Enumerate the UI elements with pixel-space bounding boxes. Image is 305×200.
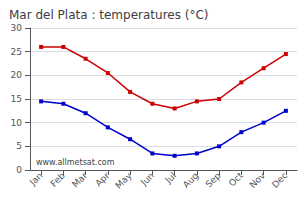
svg-text:Sep: Sep (204, 170, 223, 189)
svg-text:Mar del Plata : temperatures (: Mar del Plata : temperatures (°C) (9, 8, 209, 22)
svg-text:Jan: Jan (27, 170, 45, 188)
svg-text:15: 15 (11, 94, 22, 104)
svg-text:0: 0 (16, 165, 22, 175)
svg-text:30: 30 (11, 23, 23, 33)
svg-text:25: 25 (11, 47, 22, 57)
svg-text:5: 5 (16, 141, 22, 151)
svg-text:www.allmetsat.com: www.allmetsat.com (36, 158, 115, 167)
svg-text:Jul: Jul (163, 170, 178, 185)
svg-text:Mar: Mar (70, 170, 89, 189)
svg-text:Feb: Feb (49, 170, 68, 189)
svg-text:Oct: Oct (227, 170, 245, 188)
svg-text:10: 10 (11, 118, 23, 128)
svg-text:Aug: Aug (181, 170, 200, 189)
svg-text:Jun: Jun (138, 170, 156, 188)
svg-text:Apr: Apr (93, 170, 111, 188)
svg-text:May: May (113, 170, 134, 191)
svg-text:Nov: Nov (248, 170, 268, 190)
svg-text:20: 20 (11, 70, 23, 80)
svg-text:Dec: Dec (270, 170, 289, 189)
